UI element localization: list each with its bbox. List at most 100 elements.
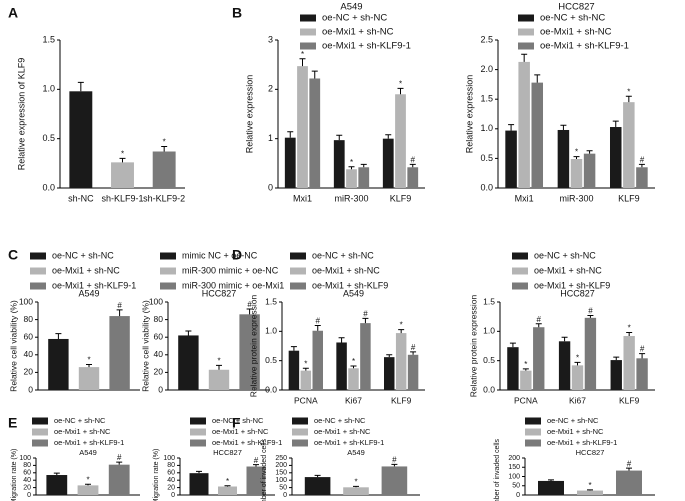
x-tick-label: Ki67 — [345, 395, 362, 405]
y-tick-label: 80 — [24, 314, 34, 324]
y-tick-label: 100 — [149, 296, 163, 306]
y-tick-label: 100 — [19, 296, 33, 306]
error-bar — [587, 489, 593, 491]
error-bar — [612, 120, 619, 128]
bar — [616, 470, 642, 495]
bar — [407, 167, 419, 188]
bar — [312, 330, 323, 390]
legend-swatch — [160, 267, 176, 275]
x-tick-label: Mxi1 — [515, 193, 534, 203]
bar — [384, 357, 395, 390]
x-tick-label: sh-KLF9-2 — [143, 193, 185, 203]
y-tick-label: 100 — [508, 473, 520, 480]
legend-swatch — [190, 439, 206, 447]
error-bar — [521, 53, 528, 62]
y-tick-label: 80 — [167, 462, 175, 469]
error-bar — [116, 461, 123, 465]
significance-marker: * — [121, 150, 124, 159]
x-tick-label: KLF9 — [619, 395, 640, 405]
chart-title: HCC827 — [560, 288, 595, 298]
y-tick-label: 80 — [154, 314, 164, 324]
y-tick-label: 1.5 — [265, 296, 277, 306]
significance-marker: * — [217, 356, 220, 365]
y-tick-label: 40 — [167, 477, 175, 484]
legend-label: oe-NC + sh-NC — [534, 250, 596, 260]
bar — [571, 365, 584, 390]
legend-swatch — [512, 267, 528, 275]
bar — [381, 466, 408, 495]
y-axis-label: Migration rate (%) — [11, 449, 18, 501]
bar — [636, 358, 648, 390]
y-tick-label: 60 — [23, 470, 31, 477]
legend-swatch — [30, 252, 46, 260]
bar — [297, 66, 308, 188]
y-axis-label: Number of invaded cells — [261, 438, 268, 501]
error-bar — [548, 479, 554, 481]
bar — [583, 153, 596, 188]
bar — [623, 336, 635, 390]
bar — [300, 370, 312, 390]
error-bar — [290, 346, 297, 351]
chart-title: A549 — [79, 448, 97, 457]
significance-marker: * — [304, 359, 307, 368]
significance-marker: # — [411, 155, 416, 164]
panel-letter: D — [232, 247, 242, 263]
y-tick-label: 0 — [516, 492, 520, 499]
y-tick-label: 1.0 — [483, 326, 495, 336]
y-tick-label: 1.5 — [480, 94, 493, 104]
error-bar — [86, 363, 92, 368]
legend-label: oe-Mxi1 + sh-NC — [547, 427, 604, 436]
significance-marker: * — [352, 357, 355, 366]
legend-label: oe-Mxi1 + sh-NC — [540, 27, 612, 38]
bar — [538, 480, 564, 495]
x-tick-label: PCNA — [294, 395, 318, 405]
bar — [218, 486, 237, 495]
y-axis-label: Relative expression — [464, 75, 474, 154]
legend-label: oe-Mxi1 + sh-NC — [52, 265, 120, 275]
significance-marker: * — [226, 477, 229, 486]
y-tick-label: 60 — [167, 470, 175, 477]
bar — [239, 314, 260, 390]
y-tick-label: 50 — [279, 484, 287, 491]
error-bar — [302, 367, 309, 371]
y-axis-label: Relative protein expression — [248, 294, 258, 397]
error-bar — [224, 485, 231, 487]
y-axis-label: Relative cell viability (%) — [140, 300, 150, 392]
y-tick-label: 1 — [268, 133, 273, 143]
x-tick-label: miR-300 — [559, 193, 593, 203]
significance-marker: # — [392, 455, 397, 464]
significance-marker: # — [117, 301, 122, 310]
error-bar — [386, 354, 393, 358]
legend-label: oe-Mxi1 + sh-KLF9 — [312, 280, 388, 290]
y-tick-label: 0 — [283, 492, 287, 499]
legend-label: oe-NC + sh-NC — [212, 416, 264, 425]
error-bar — [287, 131, 294, 138]
chart-title: HCC827 — [558, 2, 594, 13]
error-bar — [508, 124, 515, 131]
y-tick-label: 2.0 — [480, 64, 493, 74]
y-tick-label: 0.5 — [265, 355, 277, 365]
error-bar — [338, 337, 345, 343]
significance-marker: * — [628, 324, 631, 333]
bar — [348, 368, 359, 390]
legend-swatch — [300, 42, 316, 50]
bar — [505, 130, 517, 188]
y-axis-label: Relative expression — [244, 75, 254, 154]
legend-swatch — [518, 42, 534, 50]
legend-swatch — [292, 439, 308, 447]
y-tick-label: 100 — [19, 455, 31, 462]
error-bar — [587, 314, 594, 318]
error-bar — [586, 150, 593, 154]
significance-marker: # — [411, 343, 416, 352]
x-tick-label: Mxi1 — [293, 193, 312, 203]
y-tick-label: 40 — [154, 349, 164, 359]
legend-label: oe-Mxi1 + sh-KLF9-1 — [54, 438, 124, 447]
chart-title: HCC827 — [202, 288, 237, 298]
significance-marker: # — [316, 317, 321, 326]
error-bar — [336, 134, 343, 141]
bar — [208, 369, 230, 390]
y-axis-label: Relative cell viability (%) — [8, 300, 18, 392]
y-tick-label: 0.5 — [480, 153, 493, 163]
bar — [69, 91, 93, 188]
